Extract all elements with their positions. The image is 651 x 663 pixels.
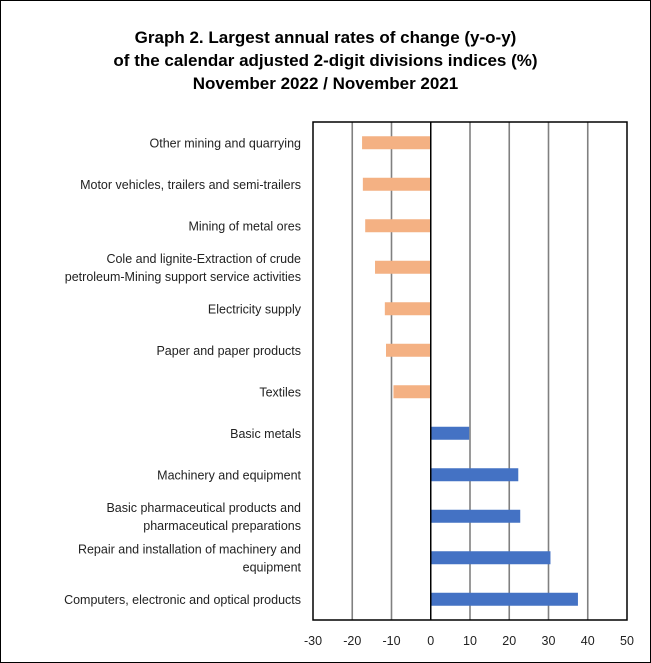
category-label-1: Motor vehicles, trailers and semi-traile… bbox=[80, 178, 301, 192]
category-label-9-line-2: pharmaceutical preparations bbox=[143, 519, 301, 533]
category-labels: Other mining and quarrying Motor vehicles… bbox=[64, 136, 302, 607]
category-label-11: Computers, electronic and optical produc… bbox=[64, 593, 301, 607]
category-label-6: Textiles bbox=[259, 385, 301, 399]
category-label-5: Paper and paper products bbox=[156, 344, 301, 358]
bar-3 bbox=[375, 261, 431, 274]
x-tick-label-20: 20 bbox=[502, 634, 516, 648]
bar-5 bbox=[386, 344, 431, 357]
category-label-0: Other mining and quarrying bbox=[150, 136, 302, 150]
x-tick-label-10: 10 bbox=[463, 634, 477, 648]
bar-2 bbox=[365, 219, 431, 232]
bar-10 bbox=[431, 551, 551, 564]
x-tick-label-0: 0 bbox=[427, 634, 434, 648]
x-tick-label-50: 50 bbox=[620, 634, 634, 648]
bar-9 bbox=[431, 510, 520, 523]
x-axis-ticks: -30 -20 -10 0 10 20 30 40 50 bbox=[304, 634, 634, 648]
bar-8 bbox=[431, 468, 519, 481]
category-label-8: Machinery and equipment bbox=[157, 468, 301, 482]
category-label-3-line-2: petroleum-Mining support service activit… bbox=[65, 270, 301, 284]
category-label-3-line-1: Cole and lignite-Extraction of crude bbox=[106, 252, 301, 266]
x-tick-label-40: 40 bbox=[581, 634, 595, 648]
x-tick-label--30: -30 bbox=[304, 634, 322, 648]
category-label-10-line-2: equipment bbox=[243, 560, 302, 574]
category-label-7: Basic metals bbox=[230, 427, 301, 441]
gridlines bbox=[352, 122, 588, 620]
bar-11 bbox=[431, 593, 578, 606]
x-tick-label-30: 30 bbox=[542, 634, 556, 648]
x-tick-label--20: -20 bbox=[343, 634, 361, 648]
bar-6 bbox=[393, 385, 430, 398]
category-label-4: Electricity supply bbox=[208, 302, 302, 316]
category-label-2: Mining of metal ores bbox=[188, 219, 301, 233]
bar-7 bbox=[431, 427, 469, 440]
category-label-10-line-1: Repair and installation of machinery and bbox=[78, 542, 301, 556]
bar-4 bbox=[385, 302, 431, 315]
bar-0 bbox=[362, 136, 431, 149]
category-label-9-line-1: Basic pharmaceutical products and bbox=[106, 501, 301, 515]
x-tick-label--10: -10 bbox=[382, 634, 400, 648]
bar-1 bbox=[363, 178, 431, 191]
